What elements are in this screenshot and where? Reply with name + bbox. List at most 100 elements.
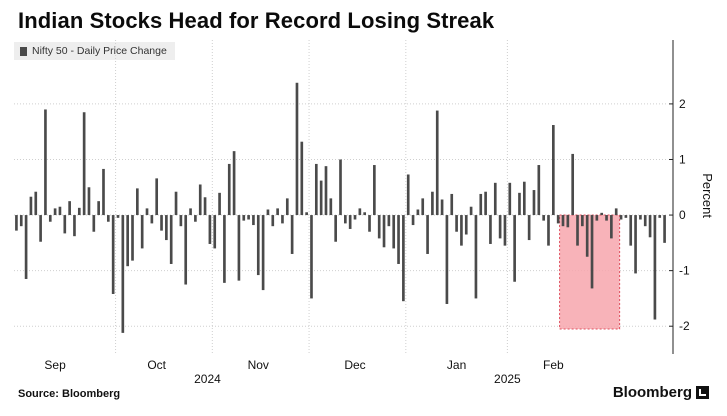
bar bbox=[160, 215, 163, 231]
bar bbox=[305, 212, 308, 216]
bar bbox=[552, 125, 555, 216]
bar bbox=[387, 215, 391, 227]
bar bbox=[53, 208, 57, 216]
bar bbox=[334, 215, 337, 242]
bar bbox=[493, 182, 497, 216]
bar bbox=[450, 193, 454, 216]
x-tick-label: Nov bbox=[248, 358, 269, 372]
bar bbox=[285, 198, 289, 216]
x-year-label: 2024 bbox=[194, 372, 221, 386]
bar bbox=[82, 112, 86, 216]
losing-streak-highlight bbox=[559, 214, 621, 330]
bar bbox=[513, 215, 516, 282]
bar bbox=[242, 215, 246, 221]
bar bbox=[155, 178, 159, 216]
bar bbox=[271, 215, 275, 227]
bar bbox=[537, 165, 541, 216]
bar bbox=[489, 215, 492, 244]
x-tick-label: Sep bbox=[44, 358, 66, 372]
bar bbox=[610, 215, 613, 239]
bar bbox=[169, 215, 173, 264]
bar bbox=[658, 215, 662, 218]
bar bbox=[319, 180, 323, 216]
bar bbox=[223, 215, 226, 283]
bar bbox=[92, 215, 96, 232]
bar bbox=[131, 215, 134, 261]
chart-title: Indian Stocks Head for Record Losing Str… bbox=[18, 8, 495, 33]
bar bbox=[58, 206, 62, 216]
bar bbox=[24, 215, 28, 279]
bar bbox=[218, 192, 221, 216]
bar bbox=[605, 215, 608, 221]
bar bbox=[460, 215, 463, 246]
bar bbox=[382, 215, 386, 248]
y-tick-label: 1 bbox=[679, 152, 686, 166]
bar bbox=[464, 215, 468, 235]
bar bbox=[527, 215, 531, 241]
bar bbox=[194, 215, 197, 222]
bar bbox=[329, 198, 333, 216]
bar bbox=[431, 191, 434, 216]
bar bbox=[581, 215, 584, 227]
bar bbox=[247, 215, 250, 220]
bar bbox=[392, 215, 396, 249]
bar bbox=[15, 215, 18, 231]
bar bbox=[87, 187, 91, 216]
bar bbox=[256, 215, 260, 276]
bar bbox=[435, 110, 439, 216]
bar bbox=[203, 197, 207, 216]
brand-text: Bloomberg bbox=[612, 384, 692, 401]
bar bbox=[295, 82, 299, 216]
bar bbox=[629, 215, 633, 246]
bar bbox=[29, 196, 33, 216]
bar bbox=[648, 215, 652, 238]
bar bbox=[445, 215, 449, 304]
bar bbox=[469, 206, 473, 216]
bar bbox=[484, 191, 487, 216]
bar bbox=[300, 141, 304, 216]
bar bbox=[140, 215, 144, 249]
y-tick-label: 0 bbox=[679, 208, 686, 222]
bar bbox=[474, 215, 478, 299]
bar bbox=[406, 174, 410, 216]
bar bbox=[145, 208, 149, 216]
bar bbox=[213, 215, 217, 249]
bar bbox=[373, 165, 376, 216]
legend: Nifty 50 - Daily Price Change bbox=[14, 42, 175, 60]
bar bbox=[165, 215, 168, 241]
bar bbox=[102, 168, 105, 216]
bar bbox=[377, 215, 381, 239]
bar bbox=[576, 215, 579, 246]
bar bbox=[44, 109, 47, 216]
y-axis-title: Percent bbox=[700, 173, 715, 218]
x-tick-label: Dec bbox=[344, 358, 365, 372]
bar bbox=[39, 215, 42, 242]
bar bbox=[634, 215, 637, 274]
source-note: Source: Bloomberg bbox=[18, 388, 121, 400]
legend-label: Nifty 50 - Daily Price Change bbox=[32, 45, 167, 57]
bar bbox=[600, 212, 604, 216]
bar bbox=[624, 215, 628, 218]
bar bbox=[416, 209, 420, 216]
bar bbox=[411, 215, 415, 226]
bar bbox=[498, 215, 502, 239]
bar bbox=[561, 215, 565, 227]
bloomberg-logo: Bloomberg bbox=[613, 384, 709, 401]
bar bbox=[68, 201, 71, 216]
bar bbox=[421, 198, 425, 216]
bar bbox=[232, 151, 236, 216]
bar bbox=[281, 215, 284, 224]
bar bbox=[179, 215, 183, 227]
bar bbox=[136, 188, 139, 216]
bar bbox=[358, 208, 362, 216]
bar bbox=[663, 215, 666, 243]
bar bbox=[571, 153, 575, 216]
bar bbox=[344, 215, 347, 224]
bloomberg-logo-icon bbox=[696, 386, 709, 399]
bar bbox=[339, 159, 342, 216]
x-tick-label: Feb bbox=[543, 358, 564, 372]
y-tick-label: -2 bbox=[679, 319, 690, 333]
bar bbox=[189, 208, 192, 216]
x-tick-label: Oct bbox=[147, 358, 166, 372]
